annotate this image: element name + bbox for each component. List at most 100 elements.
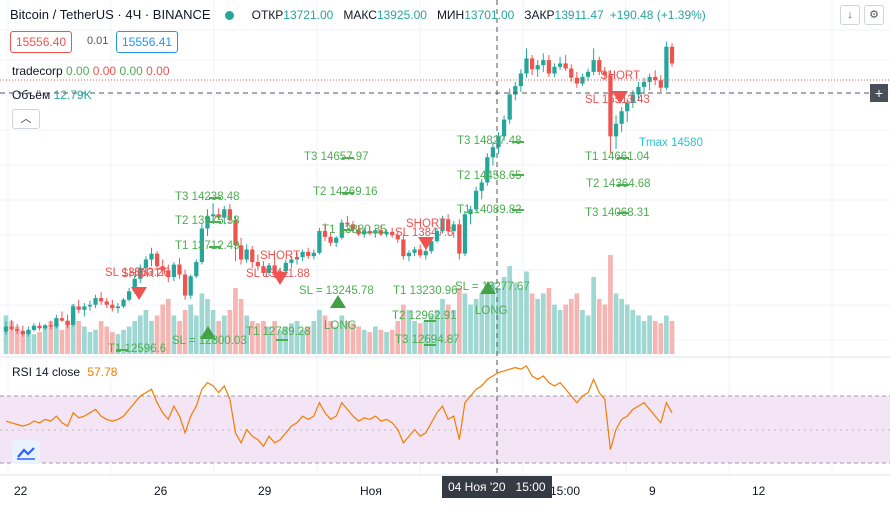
volume-bar <box>305 326 311 354</box>
candle-body <box>451 224 456 232</box>
candle-body <box>121 299 126 307</box>
volume-bar <box>664 315 669 354</box>
candle-body <box>76 306 81 310</box>
volume-legend[interactable]: Объём 12.79K <box>12 88 92 102</box>
volume-bar <box>333 326 339 354</box>
signal-annotation: T1 13712.49 <box>175 240 240 252</box>
volume-bar <box>406 310 412 354</box>
volume-bar <box>149 321 154 354</box>
candle-body <box>585 71 591 77</box>
volume-bar <box>490 282 496 354</box>
volume-bar <box>37 332 42 354</box>
volume-bar <box>445 304 451 354</box>
signal-annotation: SL = 13277.67 <box>455 281 530 293</box>
collapse-legend-button[interactable]: ︿ <box>12 109 40 129</box>
volume-bar <box>294 321 300 354</box>
volume-bar <box>417 323 423 354</box>
candle-body <box>222 209 227 218</box>
volume-bar <box>42 326 48 354</box>
candle-body <box>390 231 395 236</box>
arrow-down-icon[interactable]: ↓ <box>840 5 860 25</box>
signal-annotation: T3 14068.31 <box>585 207 650 219</box>
volume-bar <box>378 329 384 354</box>
volume-bar <box>568 299 574 354</box>
candle-body <box>395 235 400 240</box>
candle-body <box>334 237 339 243</box>
volume-bar <box>205 299 210 354</box>
candle-body <box>557 63 563 67</box>
volume-bar <box>160 304 166 354</box>
rsi-legend[interactable]: RSI 14 close 57.78 <box>12 365 117 379</box>
candle-body <box>473 190 479 210</box>
candle-body <box>406 252 412 257</box>
sell-price-button[interactable]: 15556.40 <box>10 31 73 53</box>
candle-body <box>65 320 70 325</box>
candle-body <box>99 298 104 302</box>
candle-body <box>513 86 518 95</box>
candle-body <box>345 222 350 225</box>
signal-annotation: SL 13563.26 <box>105 267 170 279</box>
x-tick-label: 29 <box>258 484 272 498</box>
volume-bar <box>367 332 373 354</box>
volume-bar <box>311 321 317 354</box>
candle-body <box>669 46 675 64</box>
candle-body <box>82 306 87 310</box>
x-tick-label: 26 <box>154 484 168 498</box>
signal-annotation: T3 14657.97 <box>304 151 369 163</box>
volume-bar <box>384 332 389 354</box>
candle-body <box>468 209 473 215</box>
tradecorp-value-3: 0.00 <box>119 64 143 78</box>
candle-body <box>423 251 428 256</box>
volume-bar <box>188 304 194 354</box>
signal-annotation: T1 12596.6 <box>108 343 167 355</box>
candle-body <box>210 214 216 216</box>
rsi-label: RSI 14 close <box>12 365 81 379</box>
gear-icon[interactable]: ⚙ <box>864 5 884 25</box>
symbol-title[interactable]: Bitcoin / TetherUS · 4Ч · BINANCE <box>10 7 211 22</box>
candle-body <box>261 266 266 273</box>
candle-body <box>238 245 244 260</box>
volume-bar <box>602 304 608 354</box>
volume-bar <box>76 321 82 354</box>
candle-body <box>535 65 540 70</box>
signal-annotation: T3 14238.48 <box>175 191 240 203</box>
candle-body <box>31 325 37 330</box>
plus-icon[interactable]: + <box>870 84 888 102</box>
crosshair-date: 04 Ноя '20 <box>448 480 506 494</box>
volume-bar <box>182 310 188 354</box>
volume-bar <box>171 315 177 354</box>
candle-body <box>283 262 288 272</box>
candle-body <box>59 318 65 321</box>
tradingview-logo-icon[interactable] <box>12 440 40 464</box>
open-label: ОТКР <box>251 8 284 22</box>
candle-body <box>619 111 624 124</box>
x-tick-label: Ноя <box>360 484 382 498</box>
volume-bar <box>652 321 658 354</box>
volume-bar <box>456 288 462 354</box>
volume-bar <box>462 293 468 354</box>
candle-body <box>300 251 305 257</box>
volume-bar <box>48 321 54 354</box>
close-value: 13911.47 <box>554 8 604 22</box>
candle-body <box>188 276 193 296</box>
volume-bar <box>535 299 541 354</box>
volume-bar <box>591 277 596 354</box>
candle-body <box>115 306 121 309</box>
volume-bar <box>641 321 647 354</box>
candle-body <box>496 136 501 148</box>
candle-body <box>43 325 48 329</box>
signal-annotation: LONG <box>475 305 508 317</box>
signal-annotation: T2 14269.16 <box>313 186 378 198</box>
signal-annotation: Tmax 14580 <box>639 137 703 149</box>
tradecorp-legend[interactable]: tradecorp 0.00 0.00 0.00 0.00 <box>12 64 170 78</box>
candle-body <box>367 231 372 234</box>
buy-price-button[interactable]: 15556.41 <box>116 31 179 53</box>
x-tick-label: 22 <box>14 484 28 498</box>
volume-bar <box>557 310 563 354</box>
volume-bar <box>277 329 283 354</box>
candle-body <box>71 306 76 325</box>
candle-body <box>48 325 53 327</box>
market-status-icon <box>224 11 234 21</box>
volume-bar <box>434 310 440 354</box>
